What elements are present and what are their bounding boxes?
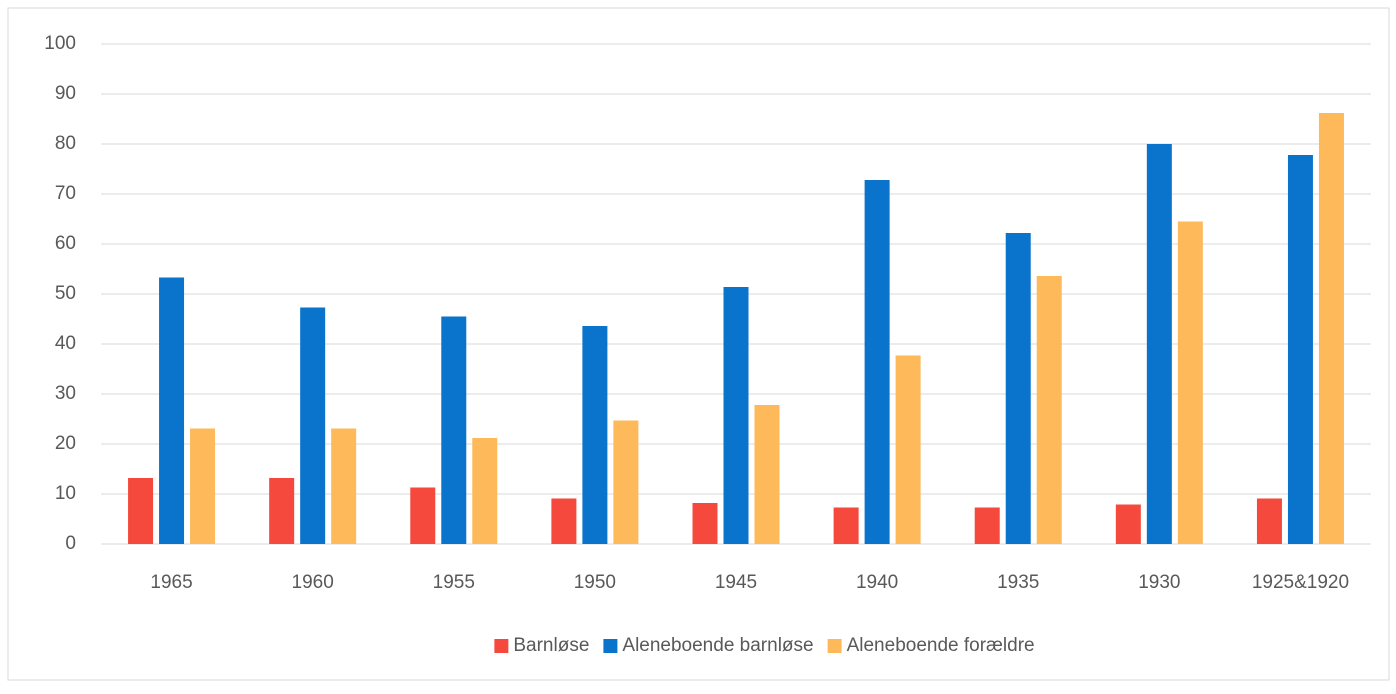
bar xyxy=(974,507,1000,544)
bar xyxy=(269,478,295,544)
bar xyxy=(1287,155,1313,544)
x-tick-label: 1950 xyxy=(574,572,616,593)
bar xyxy=(472,438,498,544)
bar xyxy=(331,428,357,544)
legend-label: Aleneboende forældre xyxy=(847,635,1035,656)
y-tick-label: 60 xyxy=(55,233,76,254)
bar xyxy=(1036,276,1062,544)
legend-label: Aleneboende barnløse xyxy=(622,635,813,656)
legend-swatch xyxy=(827,639,842,653)
y-tick-label: 70 xyxy=(55,183,76,204)
bar xyxy=(410,487,436,544)
x-tick-label: 1935 xyxy=(997,572,1039,593)
bar xyxy=(128,478,154,544)
legend-swatch xyxy=(494,639,509,653)
bar xyxy=(159,277,185,544)
bar xyxy=(1177,221,1203,544)
legend-label: Barnløse xyxy=(513,635,589,656)
bar xyxy=(1115,504,1141,544)
bar xyxy=(1146,144,1172,544)
bar xyxy=(551,498,577,544)
bar xyxy=(441,316,467,544)
y-tick-label: 10 xyxy=(55,483,76,504)
bar xyxy=(833,507,859,544)
y-tick-label: 100 xyxy=(44,33,76,54)
bar xyxy=(692,503,718,544)
bar xyxy=(582,326,608,544)
y-tick-label: 90 xyxy=(55,83,76,104)
bar xyxy=(723,287,749,544)
bar xyxy=(1005,233,1031,544)
x-tick-label: 1930 xyxy=(1138,572,1180,593)
bar xyxy=(613,420,639,544)
y-tick-label: 40 xyxy=(55,333,76,354)
bar xyxy=(1318,113,1344,544)
x-tick-label: 1965 xyxy=(150,572,192,593)
x-tick-label: 1945 xyxy=(715,572,757,593)
bar xyxy=(190,428,216,544)
bar xyxy=(895,355,921,544)
y-tick-label: 80 xyxy=(55,133,76,154)
x-tick-label: 1940 xyxy=(856,572,898,593)
bar xyxy=(754,405,780,544)
x-tick-label: 1925&1920 xyxy=(1252,572,1349,593)
bar xyxy=(300,307,326,544)
x-tick-label: 1955 xyxy=(433,572,475,593)
y-tick-label: 30 xyxy=(55,383,76,404)
y-tick-label: 50 xyxy=(55,283,76,304)
y-tick-label: 20 xyxy=(55,433,76,454)
legend-swatch xyxy=(603,639,618,653)
bar xyxy=(864,180,890,544)
bar xyxy=(1256,498,1282,544)
y-tick-label: 0 xyxy=(65,533,76,554)
x-tick-label: 1960 xyxy=(292,572,334,593)
